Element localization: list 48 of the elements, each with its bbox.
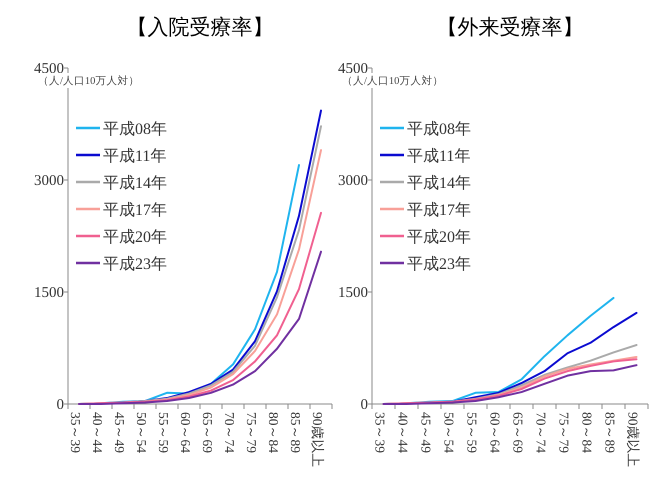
legend-label: 平成11年 — [103, 147, 166, 165]
legend-label: 平成08年 — [407, 120, 471, 138]
y-tick-label: 4500 — [34, 61, 64, 77]
x-tick-label: 70～74 — [222, 412, 237, 454]
chart-title: 【外来受療率】 — [436, 15, 584, 39]
x-tick-label: 65～69 — [200, 412, 215, 454]
y-axis-title: （人/人口10万人対） — [38, 74, 140, 87]
x-tick-label: 60～64 — [178, 412, 193, 454]
legend-label: 平成17年 — [407, 201, 471, 219]
y-axis-title: （人/人口10万人対） — [342, 74, 444, 87]
y-tick-label: 3000 — [34, 173, 64, 189]
x-tick-label: 75～79 — [556, 412, 572, 454]
x-tick-label: 40～44 — [90, 412, 105, 454]
x-tick-label: 90歳以上 — [310, 412, 325, 468]
x-tick-label: 80～84 — [579, 412, 594, 454]
y-tick-label: 0 — [56, 397, 64, 413]
x-tick-label: 45～49 — [112, 412, 127, 454]
y-tick-label: 0 — [360, 397, 368, 413]
legend-label: 平成20年 — [407, 228, 471, 246]
legend-label: 平成14年 — [103, 174, 167, 192]
x-tick-label: 55～59 — [464, 412, 480, 454]
legend-label: 平成23年 — [407, 255, 471, 273]
x-tick-label: 45～49 — [418, 412, 434, 454]
x-tick-label: 85～89 — [602, 412, 618, 454]
y-tick-label: 4500 — [338, 61, 368, 77]
x-tick-label: 55～59 — [156, 412, 171, 454]
legend-label: 平成08年 — [103, 120, 167, 138]
x-tick-label: 80～84 — [266, 412, 281, 454]
x-tick-label: 60～64 — [487, 412, 502, 454]
legend-label: 平成11年 — [407, 147, 470, 165]
x-tick-label: 35～39 — [372, 412, 388, 454]
legend-label: 平成20年 — [103, 228, 167, 246]
y-tick-label: 3000 — [338, 173, 368, 189]
legend-label: 平成14年 — [407, 174, 471, 192]
x-tick-label: 40～44 — [395, 412, 410, 454]
x-tick-label: 35～39 — [68, 412, 83, 454]
y-tick-label: 1500 — [34, 285, 64, 301]
chart-title: 【入院受療率】 — [126, 15, 274, 39]
legend-label: 平成23年 — [103, 255, 167, 273]
x-tick-label: 75～79 — [244, 412, 259, 454]
y-tick-label: 1500 — [338, 285, 368, 301]
x-tick-label: 70～74 — [533, 412, 548, 454]
x-tick-label: 85～89 — [288, 412, 303, 454]
legend-label: 平成17年 — [103, 201, 167, 219]
x-tick-label: 90歳以上 — [625, 412, 640, 468]
x-tick-label: 50～54 — [441, 412, 456, 454]
x-tick-label: 50～54 — [134, 412, 149, 454]
x-tick-label: 65～69 — [510, 412, 526, 454]
